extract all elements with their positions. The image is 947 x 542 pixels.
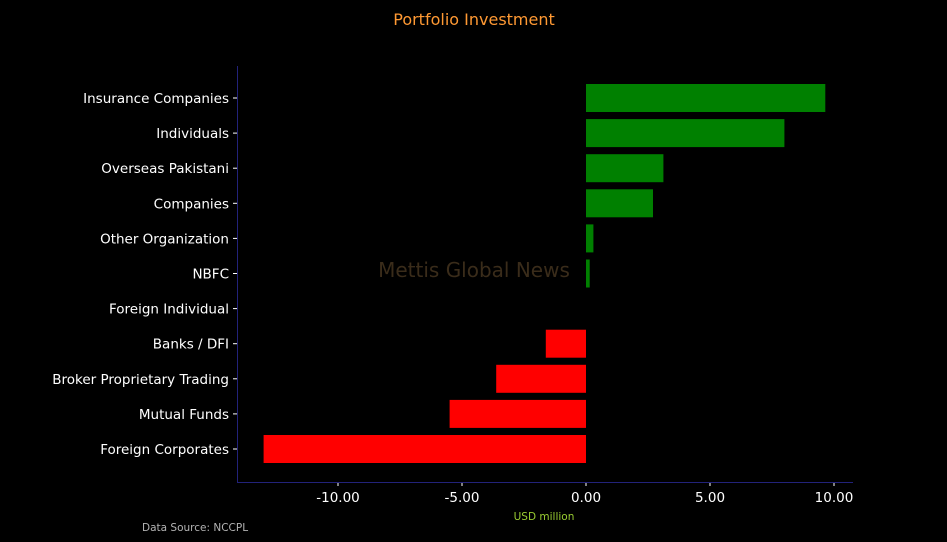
category-label-other-organization: Other Organization [100, 231, 229, 247]
data-source-label: Data Source: NCCPL [142, 522, 248, 534]
bar-companies [586, 189, 653, 218]
category-label-mutual-funds: Mutual Funds [139, 407, 229, 423]
x-tick-label: -5.00 [445, 490, 480, 506]
bar-foreign-corporates [263, 435, 586, 463]
bar-individuals [586, 119, 785, 148]
watermark-text: Mettis Global News [378, 258, 570, 282]
category-label-insurance-companies: Insurance Companies [83, 91, 229, 107]
category-label-banks-dfi: Banks / DFI [153, 337, 229, 353]
bar-other-organization [586, 224, 594, 253]
chart-title: Portfolio Investment [393, 10, 555, 29]
bar-mutual-funds [449, 399, 586, 428]
x-axis-label: USD million [514, 511, 575, 523]
category-label-foreign-individual: Foreign Individual [109, 302, 229, 318]
category-labels-group: Insurance Companies Individuals Overseas P… [52, 91, 237, 458]
bar-insurance-companies [586, 84, 826, 112]
category-label-broker-proprietary-trading: Broker Proprietary Trading [52, 372, 229, 388]
category-label-individuals: Individuals [156, 126, 229, 142]
category-label-overseas-pakistani: Overseas Pakistani [101, 161, 229, 177]
bar-overseas-pakistani [586, 154, 664, 183]
bars-group [263, 84, 826, 463]
x-ticks-group: -10.00 -5.00 0.00 5.00 10.00 [316, 482, 853, 506]
category-label-companies: Companies [154, 196, 229, 212]
x-tick-label: 10.00 [815, 490, 854, 506]
bar-broker-proprietary-trading [496, 364, 586, 393]
x-tick-label: 0.00 [571, 490, 601, 506]
bar-nbfc [586, 259, 590, 288]
category-label-foreign-corporates: Foreign Corporates [100, 442, 229, 458]
x-tick-label: 5.00 [695, 490, 725, 506]
bar-banks-dfi [545, 329, 586, 358]
x-tick-label: -10.00 [316, 490, 360, 506]
category-label-nbfc: NBFC [192, 267, 229, 283]
